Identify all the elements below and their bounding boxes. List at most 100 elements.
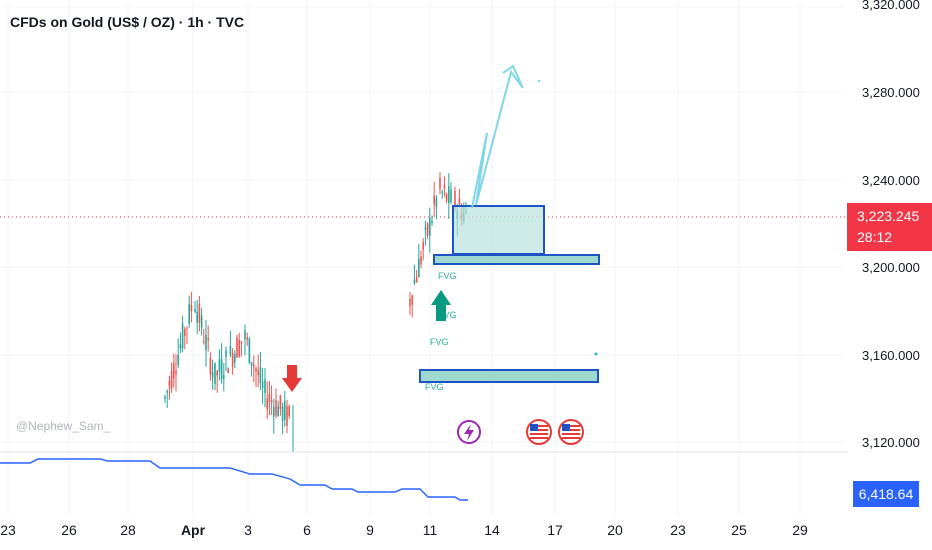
- price-axis-label: 3,200.000: [862, 260, 920, 275]
- grid-lines: [0, 0, 845, 515]
- projection-path[interactable]: [471, 69, 524, 209]
- candle-body: [188, 303, 190, 324]
- candle-body: [413, 280, 416, 284]
- projection-arrowhead: [502, 64, 523, 87]
- candle-body: [168, 380, 171, 387]
- candle-body: [268, 393, 271, 402]
- time-axis-label: 25: [731, 522, 747, 538]
- candle-body: [411, 295, 413, 305]
- candle-body: [435, 197, 438, 207]
- candle-body: [273, 406, 275, 417]
- candle-body: [211, 371, 214, 377]
- candle-body: [286, 405, 288, 426]
- candle-body: [445, 193, 448, 201]
- indicator-line: [0, 458, 468, 501]
- candle-body: [170, 371, 173, 389]
- candle-body: [205, 334, 207, 350]
- candle-body: [429, 217, 431, 236]
- us-flag-icon[interactable]: [526, 419, 552, 445]
- candle-body: [238, 339, 240, 357]
- time-axis-label: 3: [244, 522, 252, 538]
- candle-body: [281, 406, 284, 422]
- candle-body: [277, 406, 279, 417]
- candle-body: [229, 345, 232, 355]
- time-axis-label: 29: [792, 522, 808, 538]
- candle-body: [426, 223, 429, 236]
- candle-body: [409, 298, 411, 307]
- candle-body: [431, 220, 433, 224]
- time-axis-label: 26: [61, 522, 77, 538]
- candle-body: [164, 396, 166, 399]
- candle-body: [415, 276, 418, 283]
- candle-body: [177, 355, 179, 365]
- candle-body: [441, 191, 443, 193]
- candle-body: [264, 379, 266, 393]
- candle-body: [450, 189, 452, 203]
- candle-body: [246, 337, 248, 340]
- projection-dot: [537, 79, 541, 83]
- candle-body: [186, 327, 188, 329]
- candle-body: [236, 337, 238, 358]
- candle-body: [190, 305, 193, 312]
- candle-body: [200, 315, 203, 328]
- candle-body: [279, 395, 282, 409]
- candle-body: [240, 341, 243, 344]
- candle-body: [196, 311, 198, 323]
- candle-body: [439, 177, 441, 189]
- up-arrow-icon[interactable]: [431, 290, 451, 321]
- candle-body: [248, 338, 251, 364]
- candle-body: [220, 358, 223, 380]
- price-axis-label: 3,160.000: [862, 348, 920, 363]
- candle-body: [261, 381, 264, 388]
- candle-body: [231, 352, 234, 367]
- candle-body: [166, 390, 168, 393]
- candle-body: [227, 368, 229, 373]
- candle-body: [181, 323, 184, 349]
- candle-body: [234, 354, 236, 363]
- time-axis-label: 6: [303, 522, 311, 538]
- fvg-zone-upper[interactable]: [433, 254, 600, 265]
- time-axis-label: 14: [484, 522, 500, 538]
- candle-body: [266, 398, 268, 410]
- fvg-label-2: FVG: [438, 310, 457, 320]
- candle-body: [214, 362, 216, 384]
- candle-body: [418, 258, 420, 278]
- price-axis-label: 3,280.000: [862, 85, 920, 100]
- candle-body: [422, 242, 424, 250]
- time-axis-label: 23: [0, 522, 16, 538]
- bar-countdown: 28:12: [857, 229, 893, 245]
- candle-body: [284, 401, 286, 420]
- down-arrow-icon[interactable]: [282, 365, 302, 392]
- candlestick-series: [164, 172, 467, 452]
- time-axis-label: 11: [423, 522, 438, 538]
- candle-body: [454, 190, 456, 208]
- candle-body: [448, 186, 450, 203]
- indicator-value-tag: 6,418.64: [853, 481, 919, 507]
- time-axis-label: 28: [120, 522, 136, 538]
- candle-body: [175, 370, 177, 375]
- price-axis-label: 3,320.000: [862, 0, 920, 12]
- candle-body: [203, 341, 205, 343]
- candle-body: [420, 256, 422, 265]
- supply-demand-zone-upper[interactable]: [452, 205, 545, 255]
- time-axis-label: 20: [607, 522, 623, 538]
- time-axis-label: 23: [670, 522, 686, 538]
- fvg-zone-lower[interactable]: [419, 369, 599, 383]
- time-axis-label: 17: [547, 522, 563, 538]
- chart-title[interactable]: CFDs on Gold (US$ / OZ) · 1h · TVC: [10, 14, 245, 30]
- us-flag-icon[interactable]: [558, 419, 584, 445]
- candle-body: [207, 338, 209, 341]
- candle-body: [184, 329, 186, 336]
- candle-body: [259, 367, 262, 383]
- candle-body: [255, 368, 257, 372]
- zone-anchor-dot: [594, 352, 598, 356]
- candle-body: [250, 362, 253, 367]
- candle-body: [424, 227, 427, 230]
- candle-body: [223, 375, 225, 380]
- candle-body: [198, 303, 201, 323]
- candle-body: [288, 406, 290, 416]
- lightning-icon[interactable]: [457, 420, 481, 444]
- candle-body: [216, 371, 218, 376]
